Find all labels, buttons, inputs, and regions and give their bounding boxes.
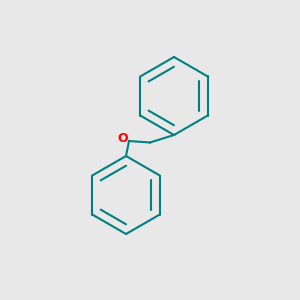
Text: O: O [118,131,128,145]
